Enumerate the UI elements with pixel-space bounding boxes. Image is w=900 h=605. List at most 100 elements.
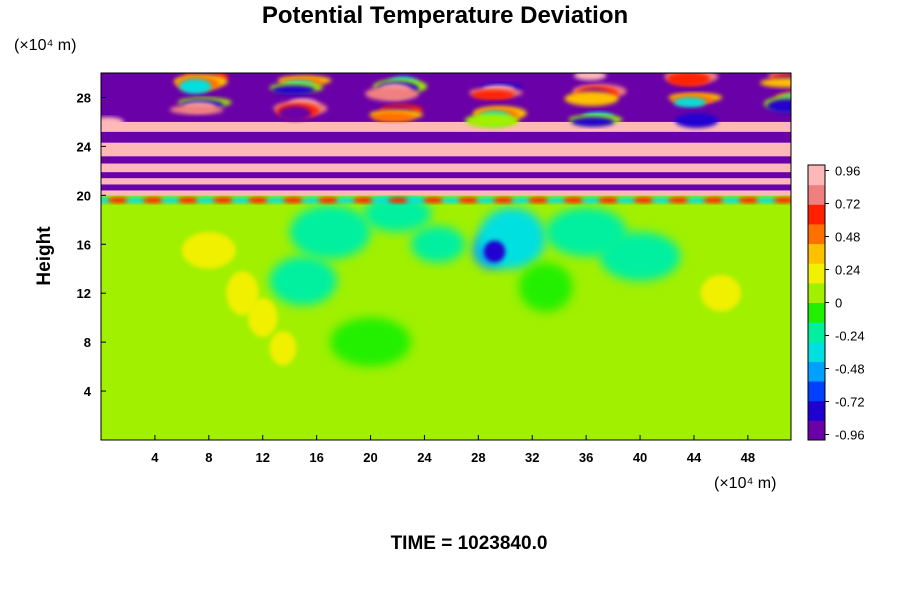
heatmap-blob: [101, 117, 124, 127]
colorbar-tick-label: -0.48: [835, 362, 865, 377]
heatmap-blob: [633, 197, 655, 204]
plot-frame: [100, 72, 792, 441]
heatmap-blob: [335, 197, 358, 204]
colorbar-tick-label: -0.96: [835, 428, 865, 443]
heatmap-blob: [475, 197, 498, 204]
heatmap-blob: [510, 197, 533, 204]
x-tick-label: 28: [471, 450, 485, 465]
y-axis-label: Height: [34, 226, 55, 286]
heatmap-blob: [773, 197, 791, 204]
heatmap-cell: [101, 131, 791, 143]
heatmap-blob: [317, 197, 340, 204]
heatmap-blob: [675, 113, 719, 129]
heatmap-blob: [599, 232, 681, 281]
heatmap-blob: [247, 298, 278, 338]
colorbar-swatch: [808, 420, 825, 441]
heatmap-blob: [667, 73, 711, 87]
heatmap-blob: [528, 197, 550, 204]
heatmap-cell: [101, 163, 791, 173]
heatmap-blob: [755, 197, 778, 204]
x-tick-label: 20: [363, 450, 377, 465]
heatmap-blob: [101, 197, 112, 204]
colorbar-swatch: [808, 341, 825, 362]
x-tick-label: 12: [255, 450, 269, 465]
plot-area: [101, 73, 791, 440]
chart-title: Potential Temperature Deviation: [262, 2, 628, 29]
colorbar-swatch: [808, 322, 825, 343]
heatmap-blob: [464, 113, 519, 129]
heatmap-blob: [107, 197, 130, 204]
heatmap-blob: [518, 262, 573, 312]
heatmap-blob: [169, 104, 224, 115]
heatmap-blob: [282, 197, 305, 204]
x-tick-label: 16: [309, 450, 323, 465]
heatmap-blob: [483, 240, 506, 263]
heatmap-blob: [564, 91, 619, 107]
heatmap-cell: [101, 178, 791, 185]
colorbar-tick-label: 0.24: [835, 263, 860, 278]
heatmap-blob: [388, 197, 410, 204]
heatmap-blob: [296, 364, 324, 394]
y-tick-label: 4: [84, 384, 92, 399]
heatmap-blob: [580, 197, 603, 204]
heatmap-blob: [615, 197, 638, 204]
heatmap-blob: [212, 197, 235, 204]
y-tick-label: 16: [77, 237, 91, 252]
colorbar: 0.96 0.72 0.48 0.24 0 -0.24 -0.48 -0.72 -0.96: [807, 164, 865, 443]
heatmap-blob: [471, 90, 515, 100]
heatmap-cell: [101, 121, 791, 132]
heatmap-blob: [423, 197, 445, 204]
x-tick-label: 4: [151, 450, 159, 465]
heatmap-blob: [440, 197, 463, 204]
heatmap-cell: [101, 184, 791, 191]
x-tick-label: 24: [417, 450, 432, 465]
colorbar-swatch: [808, 400, 825, 421]
heatmap-blob: [160, 197, 182, 204]
heatmap-blob: [330, 317, 411, 367]
y-axis: 4 8 12 16 20 24 28: [77, 90, 106, 399]
y-tick-label: 12: [77, 286, 91, 301]
colorbar-swatch: [808, 223, 825, 245]
y-unit-label: (×10⁴ m): [14, 37, 76, 54]
heatmap-blob: [571, 117, 615, 127]
heatmap-blob: [545, 197, 568, 204]
x-axis: 4 8 12 16 20 24 28 32 36 40 44 48: [151, 435, 755, 465]
y-tick-label: 24: [77, 139, 92, 154]
colorbar-swatch: [808, 302, 825, 323]
heatmap-blob: [226, 271, 259, 316]
colorbar-swatch: [808, 204, 825, 225]
x-tick-label: 48: [741, 450, 755, 465]
heatmap-blob: [766, 98, 791, 114]
colorbar-swatch: [808, 361, 825, 382]
heatmap-blob: [230, 197, 252, 204]
heatmap-blob: [365, 86, 420, 102]
heatmap-blob: [300, 197, 323, 204]
colorbar-tick-label: -0.24: [835, 329, 865, 344]
colorbar-tick-label: 0.48: [835, 230, 860, 245]
heatmap-blob: [703, 197, 725, 204]
x-tick-label: 40: [633, 450, 647, 465]
heatmap-blob: [370, 197, 393, 204]
y-tick-label: 8: [84, 335, 91, 350]
heatmap-cell: [680, 195, 791, 281]
heatmap-blob: [195, 197, 217, 204]
heatmap-blob: [650, 197, 673, 204]
colorbar-swatch: [808, 165, 825, 186]
colorbar-tick-label: 0: [835, 296, 842, 311]
heatmap-blob: [685, 197, 708, 204]
heatmap-blob: [371, 112, 416, 122]
heatmap-blob: [353, 197, 375, 204]
colorbar-tick-label: 0.72: [835, 197, 860, 212]
heatmap-blob: [738, 197, 761, 204]
heatmap-cell: [101, 156, 791, 164]
colorbar-tick-label: -0.72: [835, 395, 865, 410]
heatmap-blob: [289, 205, 371, 259]
heatmap-blob: [563, 197, 585, 204]
heatmap-blob: [760, 77, 791, 88]
y-tick-label: 20: [77, 188, 91, 203]
heatmap-cell: [101, 190, 791, 196]
heatmap-blob: [181, 232, 236, 269]
heatmap-blob: [673, 97, 707, 108]
